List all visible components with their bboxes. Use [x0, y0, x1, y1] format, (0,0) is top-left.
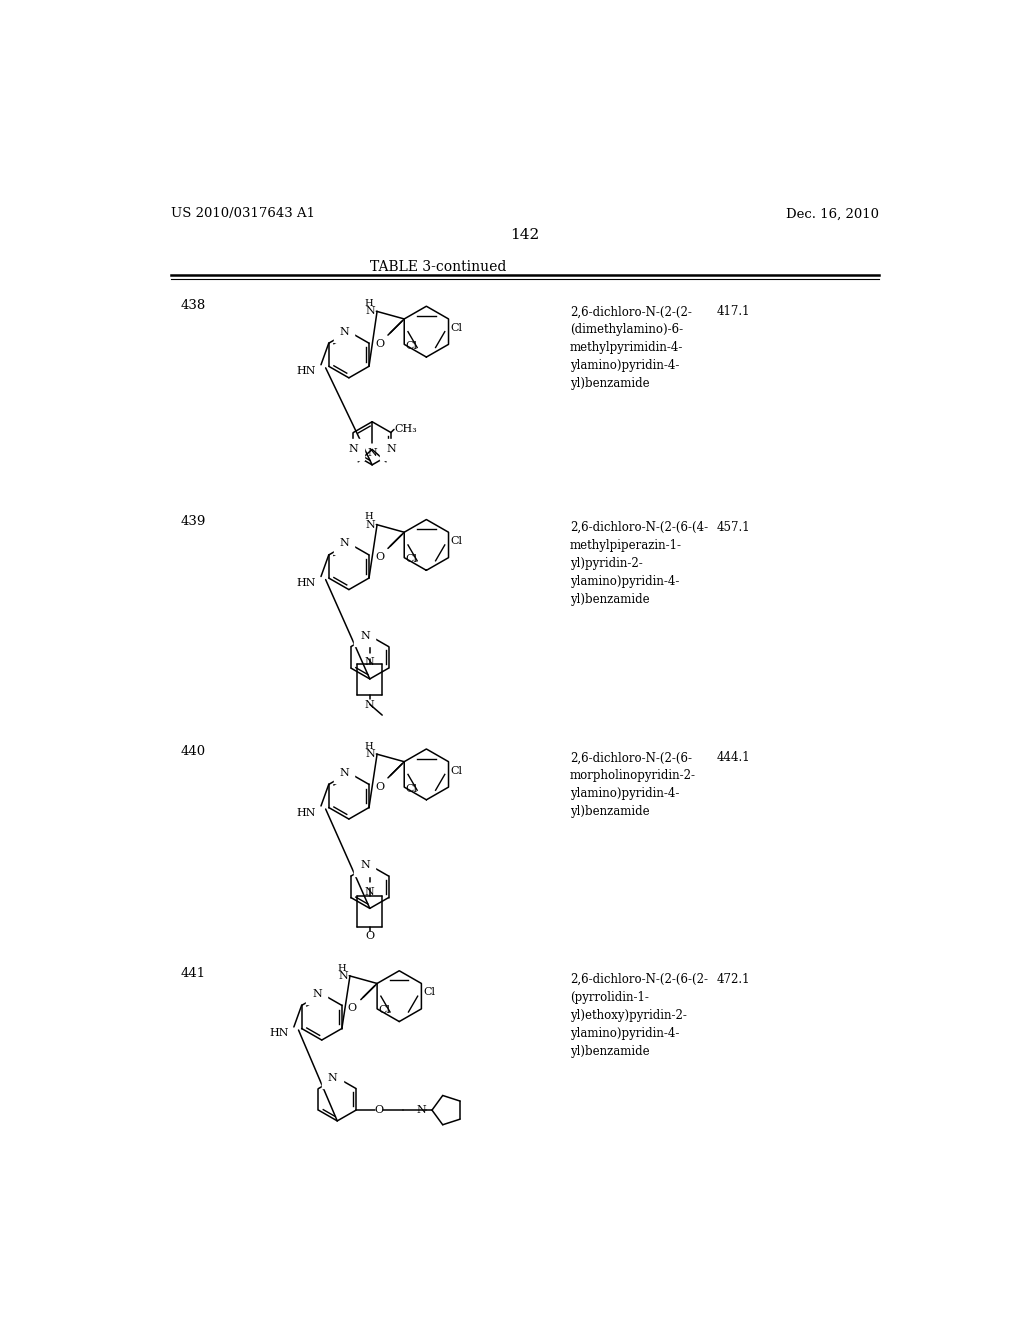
Text: H: H — [365, 512, 373, 521]
Text: Cl: Cl — [451, 323, 463, 333]
Text: 142: 142 — [510, 228, 540, 243]
Text: N: N — [360, 861, 370, 870]
Text: H: H — [365, 742, 373, 751]
Text: Cl: Cl — [378, 1006, 390, 1015]
Text: 444.1: 444.1 — [717, 751, 751, 764]
Text: O: O — [375, 781, 384, 792]
Text: Cl: Cl — [451, 536, 463, 546]
Text: N: N — [339, 326, 349, 337]
Text: N: N — [416, 1105, 426, 1115]
Text: 2,6-dichloro-N-(2-(6-(4-
methylpiperazin-1-
yl)pyridin-2-
ylamino)pyridin-4-
yl): 2,6-dichloro-N-(2-(6-(4- methylpiperazin… — [569, 521, 708, 606]
Text: Cl: Cl — [451, 766, 463, 776]
Text: CH₃: CH₃ — [395, 424, 418, 434]
Text: HN: HN — [297, 578, 316, 587]
Text: HN: HN — [269, 1028, 289, 1039]
Text: 457.1: 457.1 — [717, 521, 751, 535]
Text: Dec. 16, 2010: Dec. 16, 2010 — [786, 207, 879, 220]
Text: 438: 438 — [180, 300, 206, 313]
Text: N: N — [339, 539, 349, 548]
Text: O: O — [366, 932, 375, 941]
Text: N: N — [366, 306, 376, 317]
Text: N: N — [360, 631, 370, 640]
Text: Cl: Cl — [406, 341, 417, 351]
Text: H: H — [338, 964, 346, 973]
Text: 417.1: 417.1 — [717, 305, 751, 318]
Text: O: O — [375, 552, 384, 562]
Text: 472.1: 472.1 — [717, 973, 751, 986]
Text: N: N — [339, 768, 349, 777]
Text: TABLE 3-continued: TABLE 3-continued — [370, 260, 506, 275]
Text: O: O — [375, 1105, 384, 1115]
Text: Cl: Cl — [424, 987, 436, 998]
Text: 2,6-dichloro-N-(2-(6-
morpholinopyridin-2-
ylamino)pyridin-4-
yl)benzamide: 2,6-dichloro-N-(2-(6- morpholinopyridin-… — [569, 751, 695, 818]
Text: 439: 439 — [180, 515, 206, 528]
Text: US 2010/0317643 A1: US 2010/0317643 A1 — [171, 207, 314, 220]
Text: N: N — [366, 748, 376, 759]
Text: N: N — [368, 447, 377, 458]
Text: Cl: Cl — [406, 784, 417, 793]
Text: HN: HN — [297, 808, 316, 817]
Text: N: N — [365, 887, 375, 896]
Text: N: N — [365, 657, 375, 668]
Text: O: O — [348, 1003, 357, 1014]
Text: N: N — [348, 444, 358, 454]
Text: Cl: Cl — [406, 554, 417, 564]
Text: 440: 440 — [180, 744, 206, 758]
Text: 2,6-dichloro-N-(2-(2-
(dimethylamino)-6-
methylpyrimidin-4-
ylamino)pyridin-4-
y: 2,6-dichloro-N-(2-(2- (dimethylamino)-6-… — [569, 305, 691, 391]
Text: O: O — [375, 339, 384, 348]
Text: HN: HN — [297, 367, 316, 376]
Text: N: N — [328, 1073, 337, 1082]
Text: N: N — [366, 520, 376, 529]
Text: N: N — [312, 989, 322, 999]
Text: N: N — [386, 444, 396, 454]
Text: 2,6-dichloro-N-(2-(6-(2-
(pyrrolidin-1-
yl)ethoxy)pyridin-2-
ylamino)pyridin-4-
: 2,6-dichloro-N-(2-(6-(2- (pyrrolidin-1- … — [569, 973, 708, 1059]
Text: 441: 441 — [180, 966, 206, 979]
Text: N: N — [365, 700, 375, 710]
Text: N: N — [339, 970, 348, 981]
Text: H: H — [365, 300, 373, 308]
